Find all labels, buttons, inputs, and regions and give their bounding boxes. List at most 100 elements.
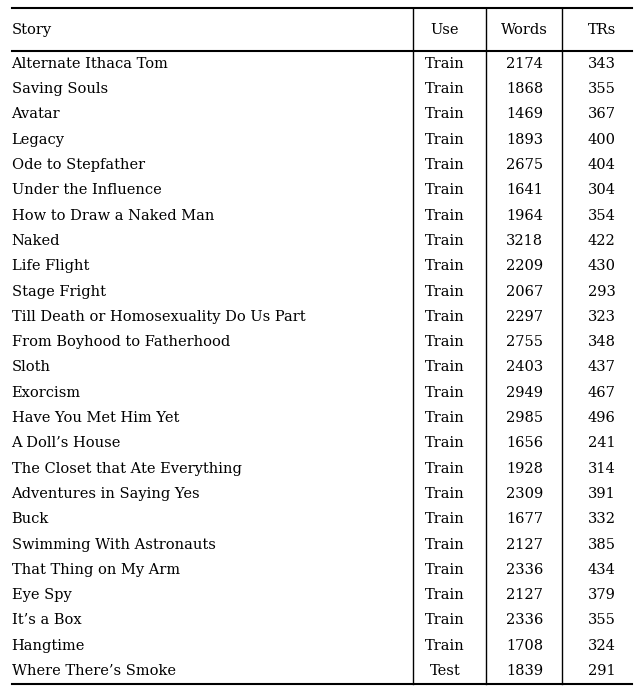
Text: Train: Train	[425, 487, 465, 501]
Text: How to Draw a Naked Man: How to Draw a Naked Man	[12, 209, 214, 223]
Text: Train: Train	[425, 613, 465, 628]
Text: Use: Use	[431, 23, 459, 37]
Text: Test: Test	[429, 664, 460, 678]
Text: Exorcism: Exorcism	[12, 385, 81, 400]
Text: 1708: 1708	[506, 639, 543, 653]
Text: 2675: 2675	[506, 158, 543, 172]
Text: 367: 367	[588, 107, 616, 122]
Text: Saving Souls: Saving Souls	[12, 82, 108, 96]
Text: Story: Story	[12, 23, 52, 37]
Text: 2209: 2209	[506, 260, 543, 273]
Text: 379: 379	[588, 588, 616, 602]
Text: Train: Train	[425, 335, 465, 349]
Text: Adventures in Saying Yes: Adventures in Saying Yes	[12, 487, 200, 501]
Text: 2309: 2309	[506, 487, 543, 501]
Text: Train: Train	[425, 411, 465, 425]
Text: Train: Train	[425, 209, 465, 223]
Text: 348: 348	[588, 335, 616, 349]
Text: 467: 467	[588, 385, 616, 400]
Text: 404: 404	[588, 158, 616, 172]
Text: 1469: 1469	[506, 107, 543, 122]
Text: 1868: 1868	[506, 82, 543, 96]
Text: TRs: TRs	[588, 23, 616, 37]
Text: Train: Train	[425, 361, 465, 374]
Text: 1839: 1839	[506, 664, 543, 678]
Text: 291: 291	[588, 664, 616, 678]
Text: 2755: 2755	[506, 335, 543, 349]
Text: 355: 355	[588, 613, 616, 628]
Text: Train: Train	[425, 437, 465, 450]
Text: Ode to Stepfather: Ode to Stepfather	[12, 158, 145, 172]
Text: Where There’s Smoke: Where There’s Smoke	[12, 664, 175, 678]
Text: Train: Train	[425, 183, 465, 197]
Text: Have You Met Him Yet: Have You Met Him Yet	[12, 411, 179, 425]
Text: From Boyhood to Fatherhood: From Boyhood to Fatherhood	[12, 335, 230, 349]
Text: Avatar: Avatar	[12, 107, 60, 122]
Text: Till Death or Homosexuality Do Us Part: Till Death or Homosexuality Do Us Part	[12, 310, 305, 324]
Text: Train: Train	[425, 57, 465, 71]
Text: Train: Train	[425, 538, 465, 552]
Text: Swimming With Astronauts: Swimming With Astronauts	[12, 538, 216, 552]
Text: 1964: 1964	[506, 209, 543, 223]
Text: It’s a Box: It’s a Box	[12, 613, 81, 628]
Text: 343: 343	[588, 57, 616, 71]
Text: 304: 304	[588, 183, 616, 197]
Text: Train: Train	[425, 385, 465, 400]
Text: 430: 430	[588, 260, 616, 273]
Text: Train: Train	[425, 284, 465, 298]
Text: 1656: 1656	[506, 437, 543, 450]
Text: Train: Train	[425, 107, 465, 122]
Text: 422: 422	[588, 234, 616, 248]
Text: The Closet that Ate Everything: The Closet that Ate Everything	[12, 462, 241, 475]
Text: Train: Train	[425, 260, 465, 273]
Text: Train: Train	[425, 133, 465, 147]
Text: Words: Words	[501, 23, 548, 37]
Text: Naked: Naked	[12, 234, 60, 248]
Text: Train: Train	[425, 563, 465, 577]
Text: 2174: 2174	[506, 57, 543, 71]
Text: 354: 354	[588, 209, 616, 223]
Text: Life Flight: Life Flight	[12, 260, 89, 273]
Text: 1928: 1928	[506, 462, 543, 475]
Text: 2127: 2127	[506, 538, 543, 552]
Text: 293: 293	[588, 284, 616, 298]
Text: 2985: 2985	[506, 411, 543, 425]
Text: Buck: Buck	[12, 512, 49, 526]
Text: 1677: 1677	[506, 512, 543, 526]
Text: A Doll’s House: A Doll’s House	[12, 437, 121, 450]
Text: 241: 241	[588, 437, 616, 450]
Text: 2403: 2403	[506, 361, 543, 374]
Text: 355: 355	[588, 82, 616, 96]
Text: Train: Train	[425, 158, 465, 172]
Text: 332: 332	[588, 512, 616, 526]
Text: 3218: 3218	[506, 234, 543, 248]
Text: Sloth: Sloth	[12, 361, 51, 374]
Text: Train: Train	[425, 82, 465, 96]
Text: Train: Train	[425, 234, 465, 248]
Text: 2127: 2127	[506, 588, 543, 602]
Text: Train: Train	[425, 310, 465, 324]
Text: Legacy: Legacy	[12, 133, 65, 147]
Text: 2949: 2949	[506, 385, 543, 400]
Text: Train: Train	[425, 588, 465, 602]
Text: 400: 400	[588, 133, 616, 147]
Text: 2336: 2336	[506, 563, 543, 577]
Text: 391: 391	[588, 487, 616, 501]
Text: 2067: 2067	[506, 284, 543, 298]
Text: 323: 323	[588, 310, 616, 324]
Text: Hangtime: Hangtime	[12, 639, 85, 653]
Text: 1893: 1893	[506, 133, 543, 147]
Text: 434: 434	[588, 563, 616, 577]
Text: 1641: 1641	[506, 183, 543, 197]
Text: That Thing on My Arm: That Thing on My Arm	[12, 563, 180, 577]
Text: 496: 496	[588, 411, 616, 425]
Text: 437: 437	[588, 361, 616, 374]
Text: 2297: 2297	[506, 310, 543, 324]
Text: 2336: 2336	[506, 613, 543, 628]
Text: 324: 324	[588, 639, 616, 653]
Text: 385: 385	[588, 538, 616, 552]
Text: Alternate Ithaca Tom: Alternate Ithaca Tom	[12, 57, 168, 71]
Text: Train: Train	[425, 512, 465, 526]
Text: Eye Spy: Eye Spy	[12, 588, 71, 602]
Text: Train: Train	[425, 462, 465, 475]
